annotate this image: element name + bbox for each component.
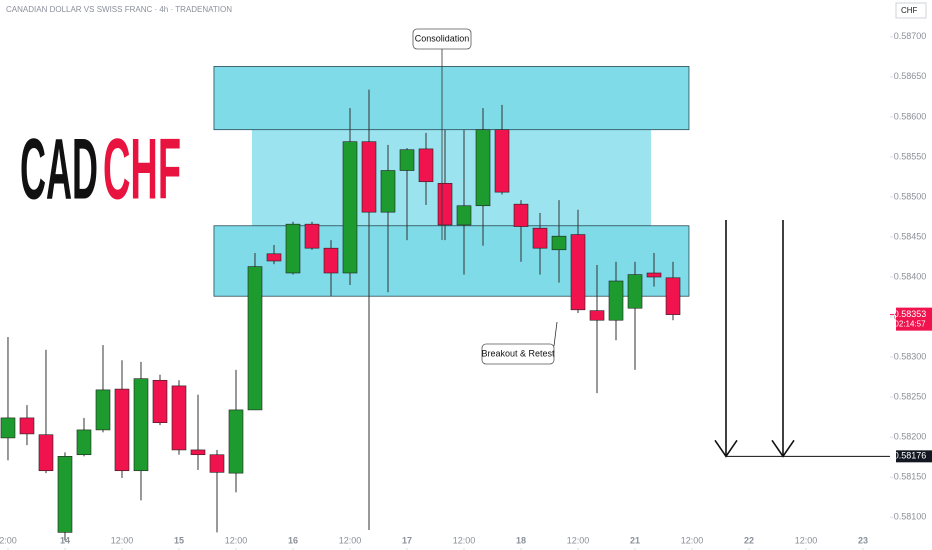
- candle-body: [342, 141, 358, 274]
- y-tick-label: 0.58550: [894, 151, 927, 161]
- target-label: 0.58176: [894, 451, 927, 461]
- candle-body: [494, 129, 510, 193]
- candle-body: [133, 378, 149, 472]
- callout-text: Consolidation: [415, 33, 470, 43]
- candle-body: [323, 247, 339, 274]
- callout-box: [481, 343, 555, 365]
- x-tick-label: 12:00: [795, 535, 818, 545]
- last-price-label: 0.58353: [894, 309, 927, 319]
- countdown: 02:14:57: [894, 320, 926, 329]
- y-tick-label: 0.58600: [894, 111, 927, 121]
- x-tick-label: 12:00: [681, 535, 704, 545]
- y-tick-label: 0.58100: [894, 512, 927, 522]
- x-tick-label: 12:00: [111, 535, 134, 545]
- candle-body: [0, 417, 16, 439]
- x-tick-label: 12:00: [339, 535, 362, 545]
- candle-body: [361, 141, 377, 213]
- currency: CHF: [901, 6, 918, 15]
- target-label-box: [896, 450, 932, 463]
- candle-body: [627, 274, 643, 309]
- candle-body: [209, 454, 225, 473]
- candle-body: [114, 388, 130, 472]
- candle-body: [418, 148, 434, 183]
- y-tick-label: 0.58250: [894, 391, 927, 401]
- candle-body: [171, 385, 187, 451]
- candle-body: [152, 379, 168, 424]
- y-tick-label: 0.58150: [894, 472, 927, 482]
- x-tick-label: 16: [288, 535, 298, 545]
- logo-right: CHF: [103, 122, 181, 218]
- y-tick-label: 0.58450: [894, 231, 927, 241]
- x-tick-label: 12:00: [453, 535, 476, 545]
- candle-body: [95, 389, 111, 431]
- plot: [0, 66, 690, 541]
- x-tick-label: 17: [402, 535, 412, 545]
- y-tick-label: 0.58650: [894, 71, 927, 81]
- candle-body: [570, 234, 586, 311]
- candle-body: [19, 417, 35, 435]
- chart-title: CANADIAN DOLLAR VS SWISS FRANC · 4h · TR…: [6, 5, 232, 14]
- candle-body: [380, 170, 396, 213]
- x-tick-label: 14: [60, 535, 70, 545]
- candle-body: [399, 149, 415, 171]
- candle-body: [285, 223, 301, 274]
- arrow-head: [771, 439, 795, 458]
- y-tick-label: 0.58500: [894, 191, 927, 201]
- callout-box: [412, 28, 472, 50]
- candle-body: [646, 272, 662, 278]
- logo-left: CAD: [20, 122, 98, 218]
- candle-body: [38, 434, 54, 472]
- y-tick-label: 0.58700: [894, 31, 927, 41]
- x-tick-label: 2:00: [0, 535, 17, 545]
- candle-body: [608, 280, 624, 321]
- candle-body: [456, 205, 472, 226]
- candle-body: [665, 277, 681, 315]
- candle-body: [551, 235, 567, 251]
- candle-body: [437, 183, 453, 226]
- arrow-head: [714, 439, 738, 458]
- callout-text: Breakout & Retest: [481, 348, 555, 358]
- y-tick-label: 0.58200: [894, 431, 927, 441]
- candle-body: [475, 129, 491, 207]
- x-tick-label: 15: [174, 535, 184, 545]
- candle-body: [266, 253, 282, 262]
- candle-body: [304, 223, 320, 249]
- last-price-box: [896, 307, 932, 331]
- x-tick-label: 22: [744, 535, 754, 545]
- y-tick-label: 0.58300: [894, 351, 927, 361]
- candle-body: [513, 203, 529, 227]
- x-tick-label: 12:00: [567, 535, 590, 545]
- candle-body: [589, 310, 605, 321]
- x-tick-label: 18: [516, 535, 526, 545]
- candle-body: [247, 266, 263, 411]
- y-tick-label: 0.58400: [894, 271, 927, 281]
- currency-box: [895, 2, 927, 19]
- x-tick-label: 23: [858, 535, 868, 545]
- candle-body: [57, 456, 73, 533]
- x-tick-label: 21: [630, 535, 640, 545]
- x-tick-label: 12:00: [225, 535, 248, 545]
- candle-body: [190, 449, 206, 456]
- candle-body: [532, 227, 548, 249]
- zone: [213, 66, 690, 131]
- candle-body: [76, 429, 92, 456]
- candle-body: [228, 409, 244, 474]
- callout-line: [553, 321, 558, 347]
